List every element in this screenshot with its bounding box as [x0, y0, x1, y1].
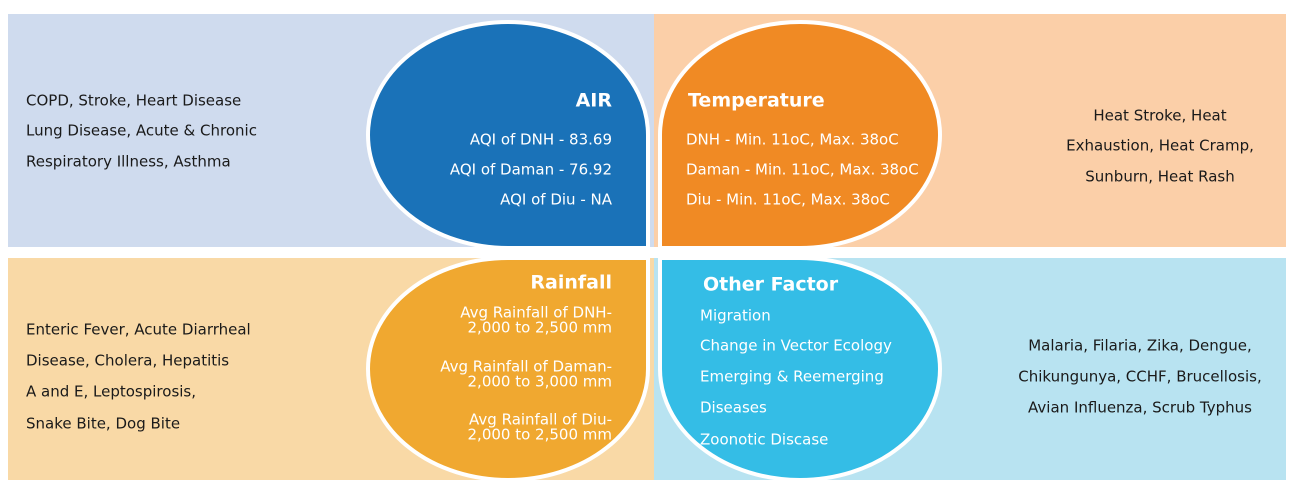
petal-rainfall	[365, 256, 650, 483]
petal-line: DNH - Min. 11oC, Max. 38oC	[686, 131, 899, 149]
petal-line: 2,000 to 2,500 mm	[468, 426, 612, 444]
health-effect: Chikungunya, CCHF, Brucellosis,	[1018, 368, 1261, 386]
petal-other	[658, 256, 943, 483]
health-effect: Respiratory Illness, Asthma	[26, 153, 231, 171]
petal-line: Change in Vector Ecology	[700, 337, 892, 355]
health-effect: Avian Influenza, Scrub Typhus	[1028, 399, 1252, 417]
health-effect: Lung Disease, Acute & Chronic	[26, 122, 257, 140]
petal-line: Diseases	[700, 399, 767, 417]
health-effect: Malaria, Filaria, Zika, Dengue,	[1028, 337, 1252, 355]
petal-line: 2,000 to 3,000 mm	[468, 373, 612, 391]
petal-line: Zoonotic Discase	[700, 431, 828, 449]
petal-line: AQI of Diu - NA	[500, 191, 613, 209]
petal-line: 2,000 to 2,500 mm	[468, 319, 612, 337]
health-effect: Disease, Cholera, Hepatitis	[26, 352, 229, 370]
health-effect: Snake Bite, Dog Bite	[26, 415, 180, 433]
petal-title: Other Factor	[703, 274, 839, 296]
health-effect: Enteric Fever, Acute Diarrheal	[26, 321, 251, 339]
petal-line: AQI of DNH - 83.69	[470, 131, 612, 149]
petal-line: Diu - Min. 11oC, Max. 38oC	[686, 191, 890, 209]
petal-title: AIR	[576, 90, 613, 112]
petal-line: Emerging & Reemerging	[700, 368, 884, 386]
petal-temperature	[658, 19, 943, 250]
petal-line: Daman - Min. 11oC, Max. 38oC	[686, 161, 919, 179]
health-effect: Heat Stroke, Heat	[1093, 107, 1226, 125]
petal-air	[365, 19, 650, 250]
petal-line: Avg Rainfall of Daman-	[440, 358, 612, 376]
petal-title: Temperature	[688, 90, 825, 112]
petal-line: Avg Rainfall of Diu-	[469, 411, 612, 429]
petal-title: Rainfall	[530, 272, 612, 294]
health-effect: A and E, Leptospirosis,	[26, 383, 196, 401]
petal-line: Migration	[700, 307, 771, 325]
health-effect: Exhaustion, Heat Cramp,	[1066, 137, 1254, 155]
health-effect: Sunburn, Heat Rash	[1085, 168, 1234, 186]
health-effect: COPD, Stroke, Heart Disease	[26, 92, 241, 110]
petal-line: Avg Rainfall of DNH-	[460, 304, 612, 322]
petal-line: AQI of Daman - 76.92	[450, 161, 612, 179]
